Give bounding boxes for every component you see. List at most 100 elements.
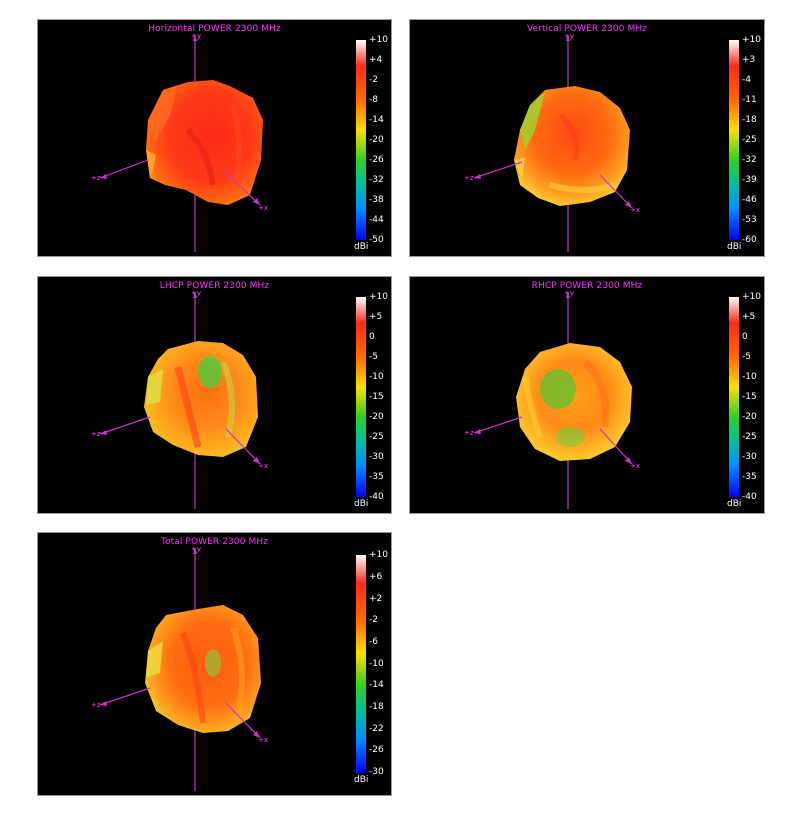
radiation-pattern-plot (99, 35, 263, 252)
colorbar-tick: -32 (369, 175, 384, 185)
colorbar-tick: -50 (369, 235, 384, 245)
y-axis-label: +y (191, 289, 202, 297)
z-axis-label: +z (464, 174, 474, 182)
colorbar-tick: +3 (742, 55, 756, 65)
colorbar: +10 +6 +2 -2 -6 -10 -14 -18 -22 -26 -30 (356, 551, 388, 777)
colorbar: +10 +3 -4 -11 -18 -25 -32 -39 -46 -53 -6… (729, 36, 761, 245)
z-axis-label: +z (464, 429, 474, 437)
colorbar-tick: -26 (369, 745, 384, 755)
z-axis-line (99, 687, 151, 706)
colorbar-unit: dBi (727, 499, 742, 509)
colorbar-tick: -26 (369, 155, 384, 165)
colorbar-tick: -46 (742, 195, 757, 205)
colorbar-tick: -5 (369, 352, 378, 362)
colorbar-tick: -4 (742, 75, 751, 85)
pattern-surface (144, 341, 258, 457)
colorbar-tick: -5 (742, 352, 751, 362)
colorbar-tick: -22 (369, 724, 384, 734)
colorbar-tick: +10 (369, 550, 388, 560)
y-axis-label: +y (564, 32, 575, 40)
colorbar-tick: -15 (742, 392, 757, 402)
colorbar-tick: -15 (369, 392, 384, 402)
vertical-power-panel: Vertical POWER 2300 MHz +z +x +y +10 +3 … (409, 19, 765, 257)
colorbar-tick: +2 (369, 594, 383, 604)
panel-title: Vertical POWER 2300 MHz (526, 24, 648, 34)
x-axis-label: +x (258, 736, 269, 744)
colorbar-tick: 0 (369, 332, 375, 342)
colorbar-tick: -32 (742, 155, 757, 165)
total-power-panel: Total POWER 2300 MHz +z +x +y +10 +6 +2 … (37, 532, 392, 796)
colorbar-tick: 0 (742, 332, 748, 342)
z-axis-label: +z (91, 701, 101, 709)
colorbar: +10 +4 -2 -8 -14 -20 -26 -32 -38 -44 -50 (356, 36, 388, 245)
z-axis-label: +z (91, 430, 101, 438)
colorbar-tick: -35 (369, 472, 384, 482)
panel-title: Total POWER 2300 MHz (160, 537, 269, 547)
z-axis-line (99, 159, 149, 179)
colorbar-unit: dBi (727, 242, 742, 252)
colorbar-unit: dBi (354, 499, 369, 509)
colorbar-tick: +4 (369, 55, 383, 65)
z-axis-line (473, 161, 523, 179)
x-axis-label: +x (630, 462, 641, 470)
horizontal-power-panel: Horizontal POWER 2300 MHz +z +x +y +10 +… (37, 19, 392, 257)
colorbar-tick: -20 (742, 412, 757, 422)
lhcp-power-panel: LHCP POWER 2300 MHz +z +x +y +10 +5 0 -5… (37, 276, 392, 514)
z-axis-line (99, 416, 151, 435)
colorbar-tick: +10 (369, 292, 388, 302)
x-axis-label: +x (258, 462, 269, 470)
colorbar-tick: -25 (369, 432, 384, 442)
colorbar-tick: -6 (369, 637, 378, 647)
x-axis-line (225, 428, 261, 465)
x-axis-label: +x (630, 206, 641, 214)
x-axis-line (599, 428, 633, 465)
x-axis-line (225, 702, 261, 739)
y-axis-label: +y (564, 289, 575, 297)
panel-title: LHCP POWER 2300 MHz (159, 281, 270, 291)
colorbar-tick: -39 (742, 175, 757, 185)
colorbar-tick: -10 (742, 372, 757, 382)
colorbar-tick: +6 (369, 572, 383, 582)
colorbar-tick: -18 (369, 702, 384, 712)
colorbar-tick: -8 (369, 95, 378, 105)
colorbar-tick: -11 (742, 95, 757, 105)
colorbar-unit: dBi (354, 242, 369, 252)
colorbar-tick: -38 (369, 195, 384, 205)
colorbar-tick: -30 (742, 452, 757, 462)
radiation-pattern-plot (473, 292, 633, 509)
colorbar-tick: -35 (742, 472, 757, 482)
colorbar-tick: -40 (742, 492, 757, 502)
colorbar-tick: -25 (742, 432, 757, 442)
colorbar-tick: -14 (369, 115, 384, 125)
colorbar: +10 +5 0 -5 -10 -15 -20 -25 -30 -35 -40 (729, 293, 761, 502)
pattern-surface (145, 605, 261, 733)
panel-title: Horizontal POWER 2300 MHz (148, 24, 281, 34)
x-axis-line (222, 169, 261, 206)
colorbar-tick: -44 (369, 215, 384, 225)
colorbar-tick: -30 (369, 767, 384, 777)
colorbar-tick: -20 (369, 412, 384, 422)
colorbar-tick: -20 (369, 135, 384, 145)
colorbar-unit: dBi (354, 775, 369, 785)
colorbar-tick: +5 (369, 312, 383, 322)
radiation-pattern-plot (473, 35, 633, 252)
colorbar-tick: +10 (742, 292, 761, 302)
colorbar-tick: +10 (742, 35, 761, 45)
colorbar-tick: -53 (742, 215, 757, 225)
colorbar-tick: +10 (369, 35, 388, 45)
colorbar-tick: -18 (742, 115, 757, 125)
colorbar-tick: -60 (742, 235, 757, 245)
x-axis-label: +x (258, 204, 269, 212)
colorbar-tick: -10 (369, 659, 384, 669)
radiation-pattern-plot (99, 548, 261, 791)
y-axis-label: +y (191, 32, 202, 40)
y-axis-label: +y (191, 545, 202, 553)
colorbar-tick: -14 (369, 680, 384, 690)
colorbar-tick: -10 (369, 372, 384, 382)
x-axis-line (599, 174, 633, 209)
colorbar-tick: +5 (742, 312, 756, 322)
colorbar: +10 +5 0 -5 -10 -15 -20 -25 -30 -35 -40 (356, 293, 388, 502)
rhcp-power-panel: RHCP POWER 2300 MHz +z +x +y +10 +5 0 -5… (409, 276, 765, 514)
panel-title: RHCP POWER 2300 MHz (531, 281, 643, 291)
colorbar-tick: -2 (369, 75, 378, 85)
